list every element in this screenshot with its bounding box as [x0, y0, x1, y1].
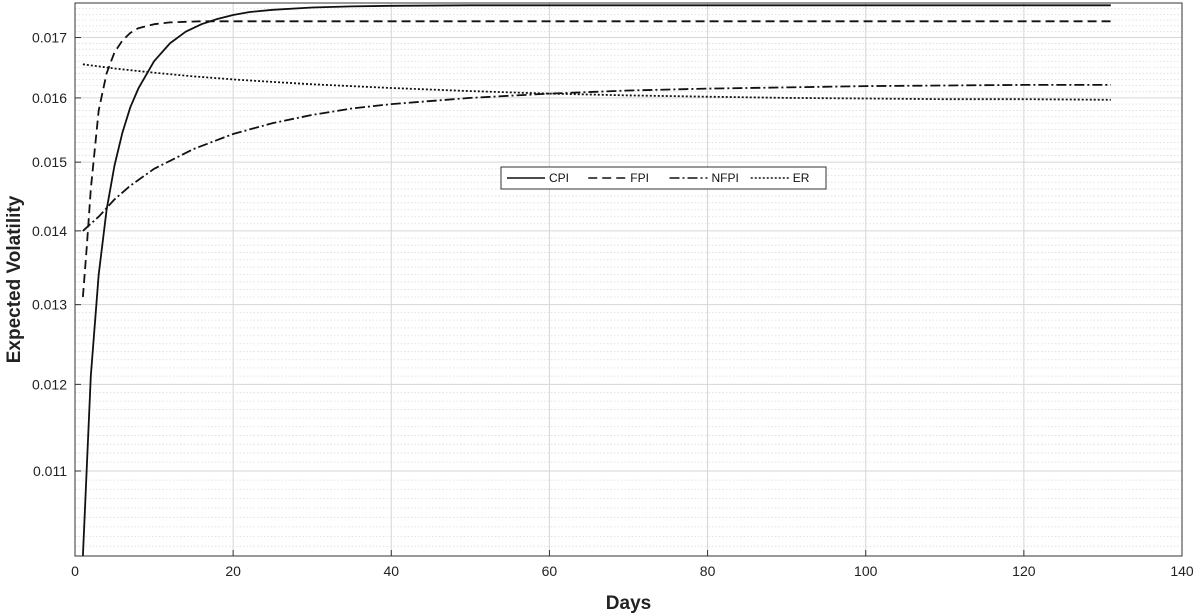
ticks-layer: 0 20 40 60 80 100 120 140 0.011 0.012 0.013 0.014 0.…: [32, 30, 1194, 579]
y-tick-label: 0.017: [32, 30, 67, 46]
x-tick-label: 40: [383, 563, 399, 579]
y-tick-label: 0.015: [32, 154, 67, 170]
series-line-cpi: [82, 4, 1111, 557]
legend-label-fpi: FPI: [630, 171, 649, 185]
x-axis-title: Days: [606, 593, 651, 614]
x-tick-label: 100: [854, 563, 878, 579]
series-layer: [82, 4, 1111, 557]
legend: CPI FPI NFPI ER: [500, 166, 827, 190]
x-tick-label: 60: [542, 563, 558, 579]
y-tick-label: 0.013: [32, 297, 67, 313]
x-tick-label: 120: [1012, 563, 1036, 579]
legend-box: [500, 166, 827, 190]
y-tick-label: 0.011: [33, 463, 67, 479]
legend-label-nfpi: NFPI: [712, 171, 739, 185]
x-tick-label: 140: [1170, 563, 1194, 579]
x-tick-label: 20: [225, 563, 241, 579]
x-tick-label: 80: [700, 563, 716, 579]
y-axis-title: Expected Volatility: [4, 195, 25, 363]
series-line-er: [82, 63, 1111, 101]
y-tick-label: 0.014: [32, 223, 67, 239]
x-tick-label: 0: [71, 563, 79, 579]
plot-frame: [74, 2, 1183, 557]
series-line-fpi: [82, 20, 1111, 298]
y-tick-label: 0.016: [32, 90, 67, 106]
y-tick-label: 0.012: [32, 376, 67, 392]
legend-label-cpi: CPI: [549, 171, 569, 185]
legend-label-er: ER: [793, 171, 810, 185]
